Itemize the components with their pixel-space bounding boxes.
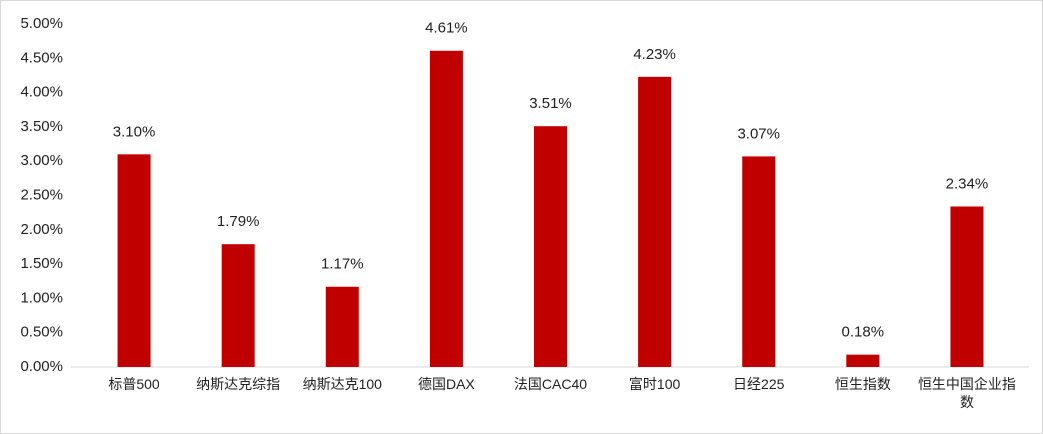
x-tick-label: 法国CAC40: [513, 376, 588, 392]
x-tick-label: 纳斯达克100: [302, 376, 382, 392]
y-tick-label: 1.00%: [20, 289, 63, 306]
y-tick-label: 2.50%: [20, 186, 63, 203]
value-label: 1.79%: [217, 213, 260, 230]
bar: [325, 286, 359, 367]
y-tick-label: 5.00%: [20, 15, 63, 32]
value-label: 3.07%: [737, 125, 780, 142]
bar: [429, 50, 463, 368]
x-tick-label: 标普500: [108, 376, 160, 392]
bar: [117, 154, 151, 367]
value-label: 0.18%: [842, 324, 885, 341]
y-tick-label: 3.00%: [20, 152, 63, 169]
y-tick-label: 4.50%: [20, 49, 63, 66]
x-tick-label: 纳斯达克综指: [196, 376, 281, 392]
x-tick-label: 恒生中国企业指数: [917, 376, 1016, 410]
value-label: 1.17%: [321, 256, 364, 273]
x-tick-label: 德国DAX: [417, 376, 475, 392]
bar: [638, 76, 672, 368]
value-label: 3.10%: [113, 123, 156, 140]
bar: [950, 206, 984, 367]
bar: [221, 244, 255, 367]
y-tick-label: 3.50%: [20, 118, 63, 135]
value-label: 4.61%: [425, 20, 468, 37]
value-label: 3.51%: [529, 95, 572, 112]
x-tick-label: 恒生指数: [834, 376, 891, 392]
y-tick-label: 4.00%: [20, 84, 63, 101]
bar: [846, 354, 880, 367]
y-tick-label: 0.50%: [20, 324, 63, 341]
bar: [534, 126, 567, 368]
y-tick-label: 1.50%: [20, 255, 63, 272]
value-label: 4.23%: [633, 46, 676, 63]
bar: [742, 156, 776, 367]
y-tick-label: 0.00%: [20, 358, 63, 375]
y-tick-label: 2.00%: [20, 221, 63, 238]
value-label: 2.34%: [946, 175, 989, 192]
x-tick-label: 富时100: [628, 376, 681, 392]
x-tick-label: 日经225: [733, 376, 785, 392]
